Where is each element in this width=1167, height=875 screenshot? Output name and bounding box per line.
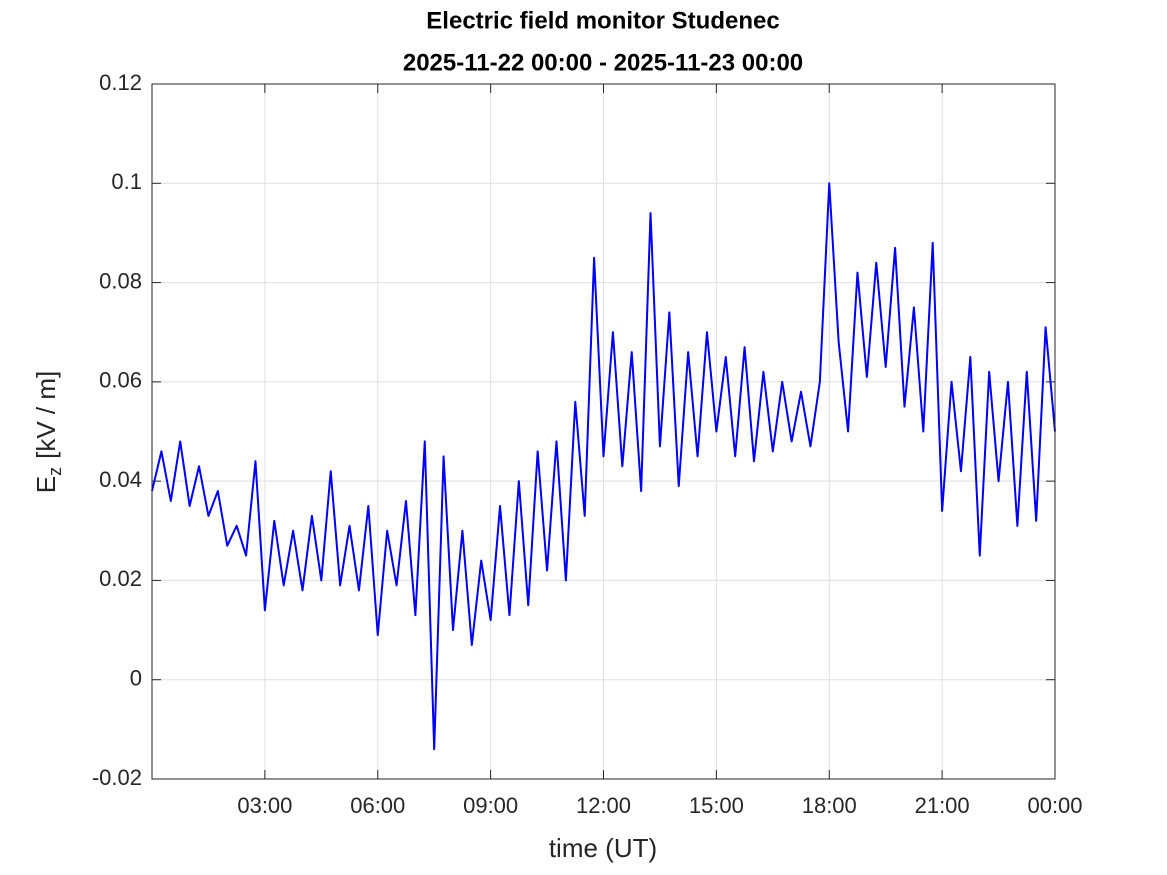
x-tick-label: 03:00 <box>237 793 292 818</box>
y-axis-label: Ez [kV / m] <box>31 371 65 493</box>
y-tick-label: 0.04 <box>99 467 142 492</box>
y-label-unit: [kV / m] <box>31 371 61 459</box>
x-tick-label: 06:00 <box>350 793 405 818</box>
y-label-subscript: z <box>45 467 65 476</box>
x-tick-label: 21:00 <box>915 793 970 818</box>
y-tick-label: -0.02 <box>92 765 142 790</box>
y-tick-label: 0.02 <box>99 566 142 591</box>
data-line <box>151 182 1056 751</box>
x-axis-label: time (UT) <box>549 833 657 863</box>
y-tick-label: 0.08 <box>99 268 142 293</box>
x-tick-label: 12:00 <box>576 793 631 818</box>
y-tick-label: 0 <box>130 666 142 691</box>
y-tick-label: 0.1 <box>111 169 142 194</box>
x-tick-label: 09:00 <box>463 793 518 818</box>
plot-frame <box>151 83 1056 780</box>
y-label-symbol: E <box>31 476 61 493</box>
x-tick-label: 15:00 <box>689 793 744 818</box>
chart-subtitle: 2025-11-22 00:00 - 2025-11-23 00:00 <box>403 49 803 76</box>
x-tick-label: 00:00 <box>1027 793 1082 818</box>
y-tick-label: 0.12 <box>99 70 142 95</box>
y-tick-label: 0.06 <box>99 368 142 393</box>
x-tick-label: 18:00 <box>802 793 857 818</box>
chart-title: Electric field monitor Studenec <box>426 7 779 34</box>
